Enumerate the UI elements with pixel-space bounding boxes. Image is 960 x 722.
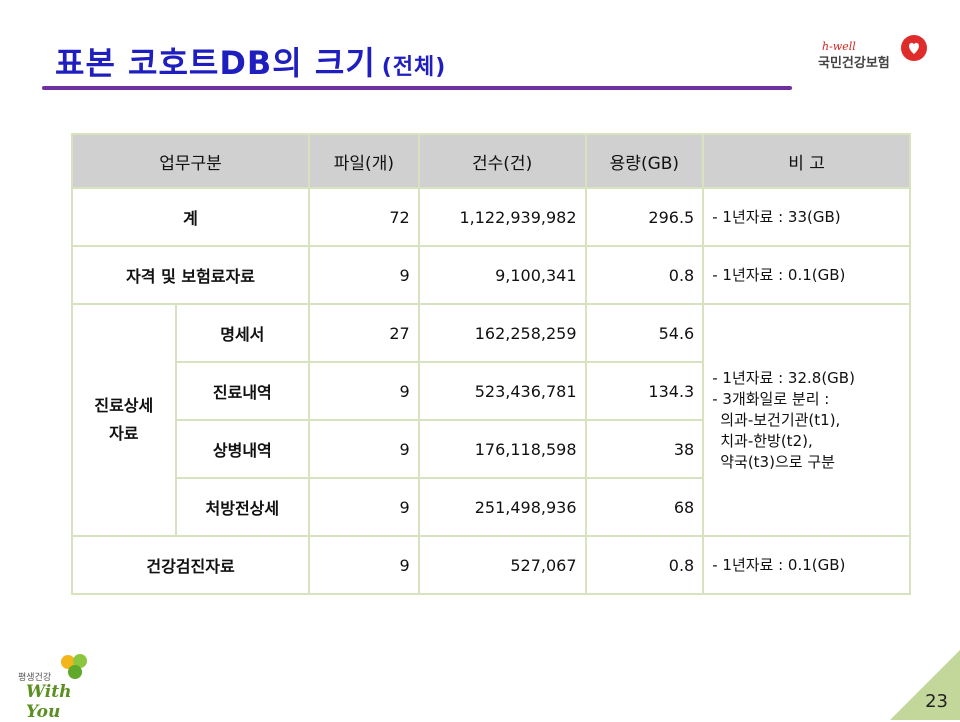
title-underline bbox=[42, 86, 792, 90]
cell-count: 176,118,598 bbox=[417, 419, 587, 479]
heart-logo-icon bbox=[901, 35, 927, 61]
note-line: 약국(t3)으로 구분 bbox=[720, 452, 835, 471]
table-row: 자격 및 보험료자료 9 9,100,341 0.8 - 1년자료 : 0.1(… bbox=[70, 245, 911, 305]
cell-files: 27 bbox=[308, 303, 420, 363]
cell-note: - 1년자료 : 0.1(GB) bbox=[702, 535, 911, 595]
nhis-logo: h-well 국민건강보험 bbox=[812, 34, 932, 78]
row-label: 처방전상세 bbox=[174, 477, 311, 537]
footer-logo-en: With You bbox=[26, 682, 72, 722]
cell-count: 1,122,939,982 bbox=[417, 187, 587, 247]
group-label-line: 자료 bbox=[109, 424, 139, 443]
title-main: 표본 코호트DB의 크기 bbox=[55, 44, 376, 82]
page-corner-decoration bbox=[890, 650, 960, 720]
footer-logo-kr: 평생건강 bbox=[18, 673, 52, 683]
cell-files: 9 bbox=[308, 535, 420, 595]
cell-size: 0.8 bbox=[584, 535, 705, 595]
header-note: 비 고 bbox=[702, 133, 911, 189]
cell-size: 296.5 bbox=[584, 187, 705, 247]
cohort-size-table: 업무구분 파일(개) 건수(건) 용량(GB) 비 고 계 72 1,122,9… bbox=[70, 133, 911, 595]
cell-count: 527,067 bbox=[417, 535, 587, 595]
table-row: 상병내역 9 176,118,598 38 bbox=[72, 419, 910, 479]
cell-files: 9 bbox=[308, 477, 420, 537]
row-label: 명세서 bbox=[174, 303, 311, 363]
note-line: 의과-보건기관(t1), bbox=[720, 410, 841, 429]
cell-size: 68 bbox=[584, 477, 705, 537]
cell-size: 134.3 bbox=[584, 361, 705, 421]
cell-count: 523,436,781 bbox=[417, 361, 587, 421]
group-label: 진료상세 자료 bbox=[71, 303, 177, 537]
with-you-logo: 평생건강 With You bbox=[12, 650, 102, 722]
cell-size: 0.8 bbox=[584, 245, 705, 305]
row-label: 진료내역 bbox=[174, 361, 311, 421]
cell-files: 9 bbox=[308, 245, 420, 305]
cell-note: - 1년자료 : 0.1(GB) bbox=[702, 245, 911, 305]
cell-files: 9 bbox=[308, 419, 420, 479]
header-size: 용량(GB) bbox=[584, 133, 705, 189]
page-title: 표본 코호트DB의 크기 (전체) bbox=[55, 38, 446, 84]
header-files: 파일(개) bbox=[308, 133, 420, 189]
page-number: 23 bbox=[925, 691, 948, 712]
cell-files: 9 bbox=[308, 361, 420, 421]
row-label: 건강검진자료 bbox=[70, 535, 311, 595]
cell-count: 9,100,341 bbox=[417, 245, 587, 305]
table-row: 진료내역 9 523,436,781 134.3 bbox=[72, 361, 910, 421]
cell-files: 72 bbox=[308, 187, 420, 247]
cell-note: - 1년자료 : 32.8(GB) - 3개화일로 분리 : 의과-보건기관(t… bbox=[702, 303, 911, 537]
row-label: 계 bbox=[70, 187, 311, 247]
row-label: 자격 및 보험료자료 bbox=[70, 245, 311, 305]
cell-count: 251,498,936 bbox=[417, 477, 587, 537]
note-line: 치과-한방(t2), bbox=[720, 431, 813, 450]
note-line: - 1년자료 : 32.8(GB) bbox=[712, 368, 855, 387]
note-line: - 3개화일로 분리 : bbox=[712, 389, 830, 408]
header-category: 업무구분 bbox=[70, 133, 311, 189]
logo-name: 국민건강보험 bbox=[818, 56, 890, 71]
cell-size: 38 bbox=[584, 419, 705, 479]
header-count: 건수(건) bbox=[417, 133, 587, 189]
group-label-line: 진료상세 bbox=[94, 396, 154, 415]
table-row: 진료상세 자료 명세서 27 162,258,259 54.6 - 1년자료 :… bbox=[71, 303, 911, 537]
table-header-row: 업무구분 파일(개) 건수(건) 용량(GB) 비 고 bbox=[70, 133, 911, 189]
cell-note: - 1년자료 : 33(GB) bbox=[702, 187, 911, 247]
row-label: 상병내역 bbox=[174, 419, 311, 479]
table-row: 처방전상세 9 251,498,936 68 bbox=[72, 477, 910, 537]
clover-icon bbox=[61, 654, 87, 679]
logo-tag: h-well bbox=[822, 40, 856, 53]
cell-count: 162,258,259 bbox=[417, 303, 587, 363]
table-row: 계 72 1,122,939,982 296.5 - 1년자료 : 33(GB) bbox=[70, 187, 911, 247]
table-row: 건강검진자료 9 527,067 0.8 - 1년자료 : 0.1(GB) bbox=[70, 535, 911, 595]
cell-size: 54.6 bbox=[584, 303, 705, 363]
title-sub: (전체) bbox=[381, 55, 447, 80]
